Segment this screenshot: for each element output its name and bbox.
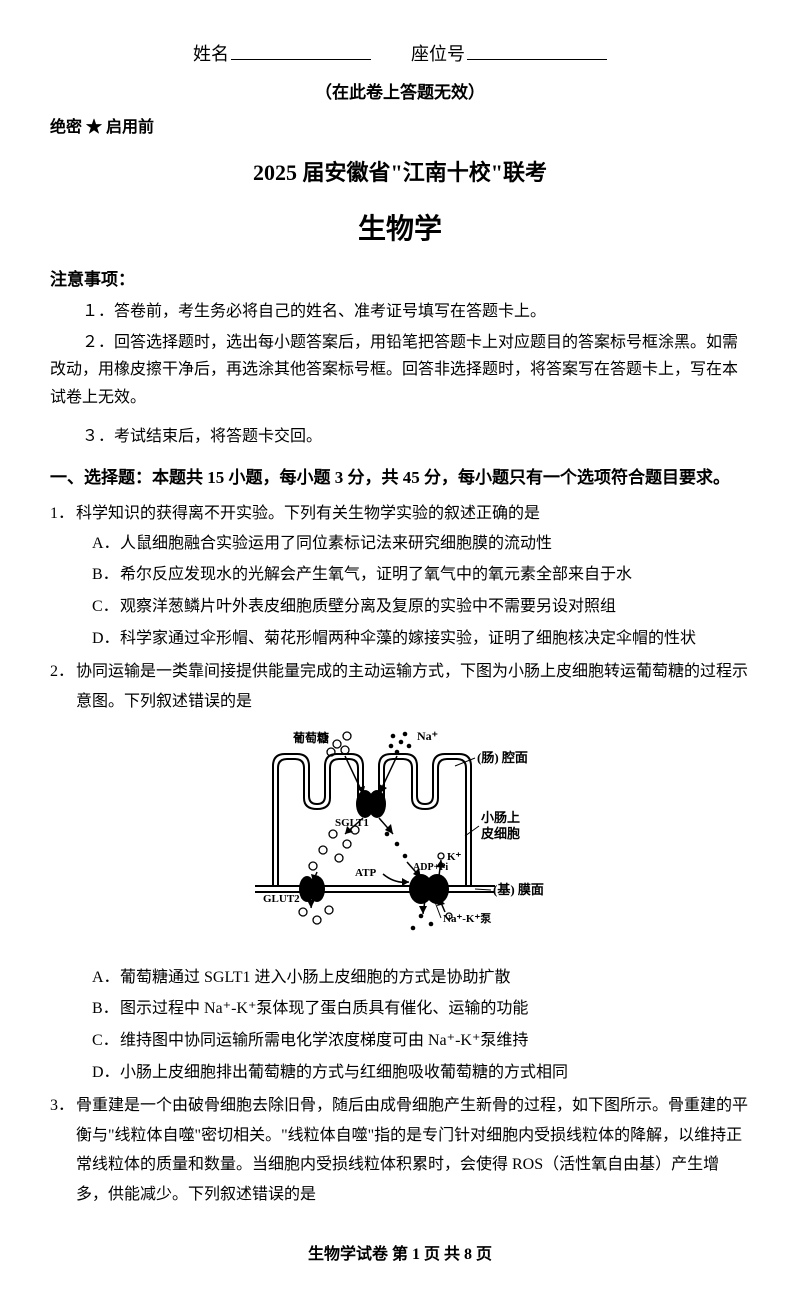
attention-item-1: １．答卷前，考生务必将自己的姓名、准考证号填写在答题卡上。 xyxy=(50,298,750,325)
q1-opt-b: 希尔反应发现水的光解会产生氧气，证明了氧气中的氧元素全部来自于水 xyxy=(120,560,750,590)
name-underline xyxy=(231,59,371,60)
q1-opt-d: 科学家通过伞形帽、菊花形帽两种伞藻的嫁接实验，证明了细胞核决定伞帽的性状 xyxy=(120,624,750,654)
section-1-header: 一、选择题：本题共 15 小题，每小题 3 分，共 45 分，每小题只有一个选项… xyxy=(50,464,750,491)
q2-diagram: 葡萄糖 Na⁺ (肠) 腔面 SGLT1 小肠上 皮细胞 K⁺ ATP ADP+… xyxy=(50,726,750,949)
label-atp: ATP xyxy=(355,867,376,879)
q1-opt-a-label: A． xyxy=(92,529,120,559)
q2-opt-d: 小肠上皮细胞排出葡萄糖的方式与红细胞吸收葡萄糖的方式相同 xyxy=(120,1058,750,1088)
attention-label: 注意事项： xyxy=(50,265,750,290)
secret-label: 绝密 ★ 启用前 xyxy=(50,113,750,137)
name-label: 姓名 xyxy=(193,40,229,66)
q1-opt-d-label: D． xyxy=(92,624,120,654)
page-footer: 生物学试卷 第 1 页 共 8 页 xyxy=(50,1240,750,1264)
q2-opt-a-label: A． xyxy=(92,963,120,993)
label-adp: ADP+Pi xyxy=(413,862,448,873)
seat-label: 座位号 xyxy=(411,40,465,66)
seat-underline xyxy=(467,59,607,60)
question-3: 3． 骨重建是一个由破骨细胞去除旧骨，随后由成骨细胞产生新骨的过程，如下图所示。… xyxy=(50,1091,750,1209)
exam-title: 2025 届安徽省"江南十校"联考 xyxy=(50,155,750,187)
q3-stem: 骨重建是一个由破骨细胞去除旧骨，随后由成骨细胞产生新骨的过程，如下图所示。骨重建… xyxy=(76,1091,750,1209)
question-2: 2． 协同运输是一类靠间接提供能量完成的主动运输方式，下图为小肠上皮细胞转运葡萄… xyxy=(50,657,750,1087)
label-glut2: GLUT2 xyxy=(263,893,300,905)
seat-field: 座位号 xyxy=(411,40,607,66)
q1-opt-c-label: C． xyxy=(92,592,120,622)
answer-notice: （在此卷上答题无效） xyxy=(50,78,750,103)
q1-opt-c: 观察洋葱鳞片叶外表皮细胞质壁分离及复原的实验中不需要另设对照组 xyxy=(120,592,750,622)
q2-stem: 协同运输是一类靠间接提供能量完成的主动运输方式，下图为小肠上皮细胞转运葡萄糖的过… xyxy=(76,657,750,716)
label-pump: Na⁺-K⁺泵 xyxy=(443,912,491,925)
label-cell-2: 皮细胞 xyxy=(480,826,520,841)
question-1: 1． 科学知识的获得离不开实验。下列有关生物学实验的叙述正确的是 A．人鼠细胞融… xyxy=(50,499,750,653)
label-glucose: 葡萄糖 xyxy=(292,730,329,745)
q1-number: 1． xyxy=(50,499,76,529)
q1-stem: 科学知识的获得离不开实验。下列有关生物学实验的叙述正确的是 xyxy=(76,499,750,529)
attention-item-3: ３．考试结束后，将答题卡交回。 xyxy=(50,423,750,450)
label-na: Na⁺ xyxy=(417,729,438,743)
label-basal: (基) 膜面 xyxy=(493,882,544,897)
q1-opt-b-label: B． xyxy=(92,560,120,590)
subject-title: 生物学 xyxy=(50,207,750,247)
q2-opt-c-label: C． xyxy=(92,1026,120,1056)
q2-opt-c: 维持图中协同运输所需电化学浓度梯度可由 Na⁺-K⁺泵维持 xyxy=(120,1026,750,1056)
label-lumen: (肠) 腔面 xyxy=(477,750,528,765)
attention-item-2: ２．回答选择题时，选出每小题答案后，用铅笔把答题卡上对应题目的答案标号框涂黑。如… xyxy=(50,329,750,411)
q2-opt-a: 葡萄糖通过 SGLT1 进入小肠上皮细胞的方式是协助扩散 xyxy=(120,963,750,993)
q1-opt-a: 人鼠细胞融合实验运用了同位素标记法来研究细胞膜的流动性 xyxy=(120,529,750,559)
q2-opt-b: 图示过程中 Na⁺-K⁺泵体现了蛋白质具有催化、运输的功能 xyxy=(120,994,750,1024)
label-cell-1: 小肠上 xyxy=(481,810,520,825)
q2-opt-d-label: D． xyxy=(92,1058,120,1088)
name-field: 姓名 xyxy=(193,40,371,66)
label-sglt1: SGLT1 xyxy=(335,817,369,829)
q2-number: 2． xyxy=(50,657,76,716)
q2-opt-b-label: B． xyxy=(92,994,120,1024)
label-k: K⁺ xyxy=(447,851,462,863)
q3-number: 3． xyxy=(50,1091,76,1209)
